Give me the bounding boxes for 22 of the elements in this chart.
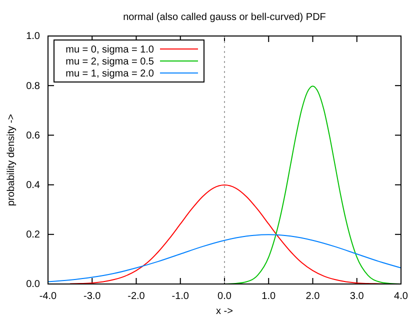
x-tick-label: -4.0 (39, 291, 58, 302)
x-tick-label: 2.0 (306, 291, 320, 302)
y-tick-label: 1.0 (26, 31, 40, 42)
x-tick-label: 3.0 (350, 291, 364, 302)
y-tick-label: 0.8 (26, 80, 40, 92)
line-series (48, 234, 402, 282)
x-tick-label: -1.0 (172, 291, 190, 302)
legend-label: mu = 2, sigma = 0.5 (66, 56, 154, 68)
x-tick-label: 4.0 (394, 291, 408, 302)
x-tick-label: -2.0 (128, 291, 146, 302)
y-axis-title: probability density -> (6, 114, 17, 206)
legend-label: mu = 0, sigma = 1.0 (66, 44, 154, 56)
chart-title: normal (also called gauss or bell-curved) PDF (123, 12, 326, 23)
legend-label: mu = 1, sigma = 2.0 (66, 68, 154, 80)
x-tick-label: 0.0 (218, 291, 232, 302)
x-tick-label: -3.0 (84, 291, 102, 302)
y-tick-label: 0.4 (26, 180, 40, 191)
x-axis-title: x -> (216, 306, 234, 317)
y-tick-label: 0.0 (26, 279, 40, 290)
y-tick-label: 0.2 (26, 230, 40, 241)
y-tick-label: 0.6 (26, 130, 40, 142)
x-tick-label: 1.0 (262, 291, 276, 302)
